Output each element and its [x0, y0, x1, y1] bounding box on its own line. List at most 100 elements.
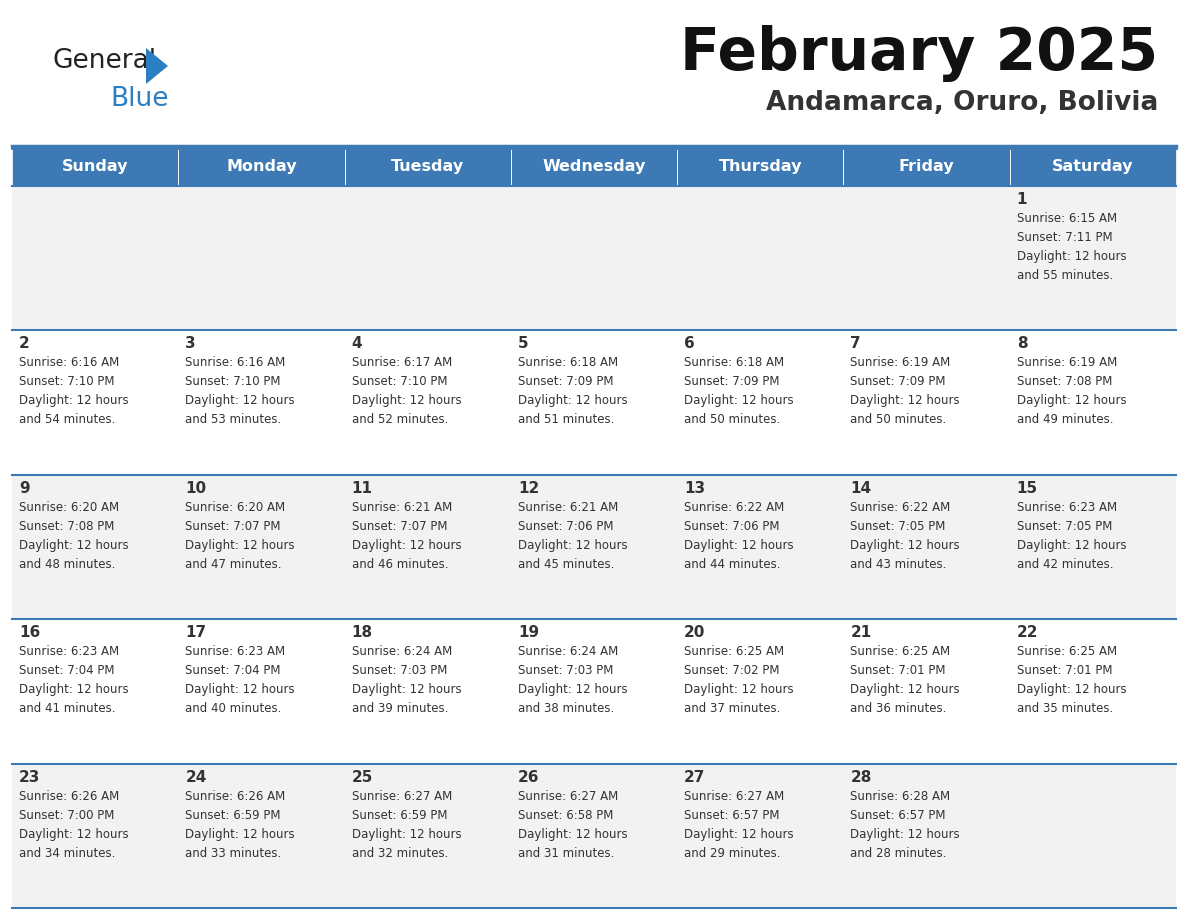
Text: 8: 8: [1017, 336, 1028, 352]
Text: Sunrise: 6:16 AM
Sunset: 7:10 PM
Daylight: 12 hours
and 54 minutes.: Sunrise: 6:16 AM Sunset: 7:10 PM Dayligh…: [19, 356, 128, 426]
Bar: [677, 475, 843, 620]
Text: Saturday: Saturday: [1053, 160, 1133, 174]
Bar: [12, 475, 178, 620]
Text: February 2025: February 2025: [680, 25, 1158, 82]
Text: Monday: Monday: [226, 160, 297, 174]
Bar: [178, 330, 345, 475]
Bar: [843, 330, 1010, 475]
Bar: [12, 764, 178, 908]
Bar: [511, 148, 677, 186]
Bar: [677, 764, 843, 908]
Bar: [345, 148, 511, 186]
Text: 3: 3: [185, 336, 196, 352]
Bar: [511, 475, 677, 620]
Text: 11: 11: [352, 481, 373, 496]
Text: 15: 15: [1017, 481, 1038, 496]
Text: Sunrise: 6:24 AM
Sunset: 7:03 PM
Daylight: 12 hours
and 38 minutes.: Sunrise: 6:24 AM Sunset: 7:03 PM Dayligh…: [518, 645, 627, 715]
Bar: [345, 186, 511, 330]
Text: Sunrise: 6:28 AM
Sunset: 6:57 PM
Daylight: 12 hours
and 28 minutes.: Sunrise: 6:28 AM Sunset: 6:57 PM Dayligh…: [851, 789, 960, 859]
Text: 12: 12: [518, 481, 539, 496]
Bar: [345, 330, 511, 475]
Text: 13: 13: [684, 481, 706, 496]
Text: Sunrise: 6:16 AM
Sunset: 7:10 PM
Daylight: 12 hours
and 53 minutes.: Sunrise: 6:16 AM Sunset: 7:10 PM Dayligh…: [185, 356, 295, 426]
Bar: [1010, 475, 1176, 620]
Text: Sunrise: 6:25 AM
Sunset: 7:01 PM
Daylight: 12 hours
and 35 minutes.: Sunrise: 6:25 AM Sunset: 7:01 PM Dayligh…: [1017, 645, 1126, 715]
Text: Sunrise: 6:21 AM
Sunset: 7:07 PM
Daylight: 12 hours
and 46 minutes.: Sunrise: 6:21 AM Sunset: 7:07 PM Dayligh…: [352, 501, 461, 571]
Text: 26: 26: [518, 769, 539, 785]
Text: 5: 5: [518, 336, 529, 352]
Text: 28: 28: [851, 769, 872, 785]
Bar: [843, 148, 1010, 186]
Text: Sunrise: 6:26 AM
Sunset: 6:59 PM
Daylight: 12 hours
and 33 minutes.: Sunrise: 6:26 AM Sunset: 6:59 PM Dayligh…: [185, 789, 295, 859]
Text: 14: 14: [851, 481, 872, 496]
Bar: [1010, 620, 1176, 764]
Bar: [511, 330, 677, 475]
Bar: [178, 148, 345, 186]
Text: Sunrise: 6:27 AM
Sunset: 6:57 PM
Daylight: 12 hours
and 29 minutes.: Sunrise: 6:27 AM Sunset: 6:57 PM Dayligh…: [684, 789, 794, 859]
Text: 7: 7: [851, 336, 861, 352]
Text: 9: 9: [19, 481, 30, 496]
Text: Sunrise: 6:22 AM
Sunset: 7:06 PM
Daylight: 12 hours
and 44 minutes.: Sunrise: 6:22 AM Sunset: 7:06 PM Dayligh…: [684, 501, 794, 571]
Text: 23: 23: [19, 769, 40, 785]
Text: 6: 6: [684, 336, 695, 352]
Text: 21: 21: [851, 625, 872, 640]
Bar: [843, 475, 1010, 620]
Bar: [677, 620, 843, 764]
Text: Sunrise: 6:22 AM
Sunset: 7:05 PM
Daylight: 12 hours
and 43 minutes.: Sunrise: 6:22 AM Sunset: 7:05 PM Dayligh…: [851, 501, 960, 571]
Text: Andamarca, Oruro, Bolivia: Andamarca, Oruro, Bolivia: [765, 90, 1158, 116]
Bar: [345, 764, 511, 908]
Text: 16: 16: [19, 625, 40, 640]
Bar: [511, 764, 677, 908]
Text: 25: 25: [352, 769, 373, 785]
Text: Wednesday: Wednesday: [542, 160, 646, 174]
Bar: [178, 764, 345, 908]
Bar: [1010, 148, 1176, 186]
Text: Sunrise: 6:20 AM
Sunset: 7:07 PM
Daylight: 12 hours
and 47 minutes.: Sunrise: 6:20 AM Sunset: 7:07 PM Dayligh…: [185, 501, 295, 571]
Bar: [12, 330, 178, 475]
Bar: [12, 148, 178, 186]
Text: 22: 22: [1017, 625, 1038, 640]
Bar: [677, 186, 843, 330]
Text: Sunrise: 6:27 AM
Sunset: 6:59 PM
Daylight: 12 hours
and 32 minutes.: Sunrise: 6:27 AM Sunset: 6:59 PM Dayligh…: [352, 789, 461, 859]
Text: 18: 18: [352, 625, 373, 640]
Text: Sunday: Sunday: [62, 160, 128, 174]
Bar: [843, 620, 1010, 764]
Bar: [843, 186, 1010, 330]
Bar: [843, 764, 1010, 908]
Text: Sunrise: 6:17 AM
Sunset: 7:10 PM
Daylight: 12 hours
and 52 minutes.: Sunrise: 6:17 AM Sunset: 7:10 PM Dayligh…: [352, 356, 461, 426]
Text: 2: 2: [19, 336, 30, 352]
Bar: [1010, 764, 1176, 908]
Text: 24: 24: [185, 769, 207, 785]
Text: Sunrise: 6:25 AM
Sunset: 7:02 PM
Daylight: 12 hours
and 37 minutes.: Sunrise: 6:25 AM Sunset: 7:02 PM Dayligh…: [684, 645, 794, 715]
Bar: [178, 186, 345, 330]
Text: Friday: Friday: [899, 160, 954, 174]
Text: 4: 4: [352, 336, 362, 352]
Bar: [345, 620, 511, 764]
Text: 10: 10: [185, 481, 207, 496]
Text: Sunrise: 6:18 AM
Sunset: 7:09 PM
Daylight: 12 hours
and 50 minutes.: Sunrise: 6:18 AM Sunset: 7:09 PM Dayligh…: [684, 356, 794, 426]
Bar: [12, 620, 178, 764]
Text: Sunrise: 6:20 AM
Sunset: 7:08 PM
Daylight: 12 hours
and 48 minutes.: Sunrise: 6:20 AM Sunset: 7:08 PM Dayligh…: [19, 501, 128, 571]
Text: Blue: Blue: [110, 86, 169, 112]
Text: Sunrise: 6:19 AM
Sunset: 7:08 PM
Daylight: 12 hours
and 49 minutes.: Sunrise: 6:19 AM Sunset: 7:08 PM Dayligh…: [1017, 356, 1126, 426]
Bar: [511, 620, 677, 764]
Bar: [677, 330, 843, 475]
Bar: [677, 148, 843, 186]
Text: Thursday: Thursday: [719, 160, 802, 174]
Text: Sunrise: 6:23 AM
Sunset: 7:04 PM
Daylight: 12 hours
and 40 minutes.: Sunrise: 6:23 AM Sunset: 7:04 PM Dayligh…: [185, 645, 295, 715]
Bar: [1010, 330, 1176, 475]
Text: Sunrise: 6:24 AM
Sunset: 7:03 PM
Daylight: 12 hours
and 39 minutes.: Sunrise: 6:24 AM Sunset: 7:03 PM Dayligh…: [352, 645, 461, 715]
Text: Sunrise: 6:25 AM
Sunset: 7:01 PM
Daylight: 12 hours
and 36 minutes.: Sunrise: 6:25 AM Sunset: 7:01 PM Dayligh…: [851, 645, 960, 715]
Text: 20: 20: [684, 625, 706, 640]
Text: Sunrise: 6:23 AM
Sunset: 7:05 PM
Daylight: 12 hours
and 42 minutes.: Sunrise: 6:23 AM Sunset: 7:05 PM Dayligh…: [1017, 501, 1126, 571]
Bar: [1010, 186, 1176, 330]
Text: 17: 17: [185, 625, 207, 640]
Bar: [12, 186, 178, 330]
Text: Sunrise: 6:21 AM
Sunset: 7:06 PM
Daylight: 12 hours
and 45 minutes.: Sunrise: 6:21 AM Sunset: 7:06 PM Dayligh…: [518, 501, 627, 571]
Text: Sunrise: 6:19 AM
Sunset: 7:09 PM
Daylight: 12 hours
and 50 minutes.: Sunrise: 6:19 AM Sunset: 7:09 PM Dayligh…: [851, 356, 960, 426]
Polygon shape: [146, 48, 168, 84]
Text: General: General: [52, 48, 156, 74]
Text: Tuesday: Tuesday: [391, 160, 465, 174]
Text: 19: 19: [518, 625, 539, 640]
Text: Sunrise: 6:23 AM
Sunset: 7:04 PM
Daylight: 12 hours
and 41 minutes.: Sunrise: 6:23 AM Sunset: 7:04 PM Dayligh…: [19, 645, 128, 715]
